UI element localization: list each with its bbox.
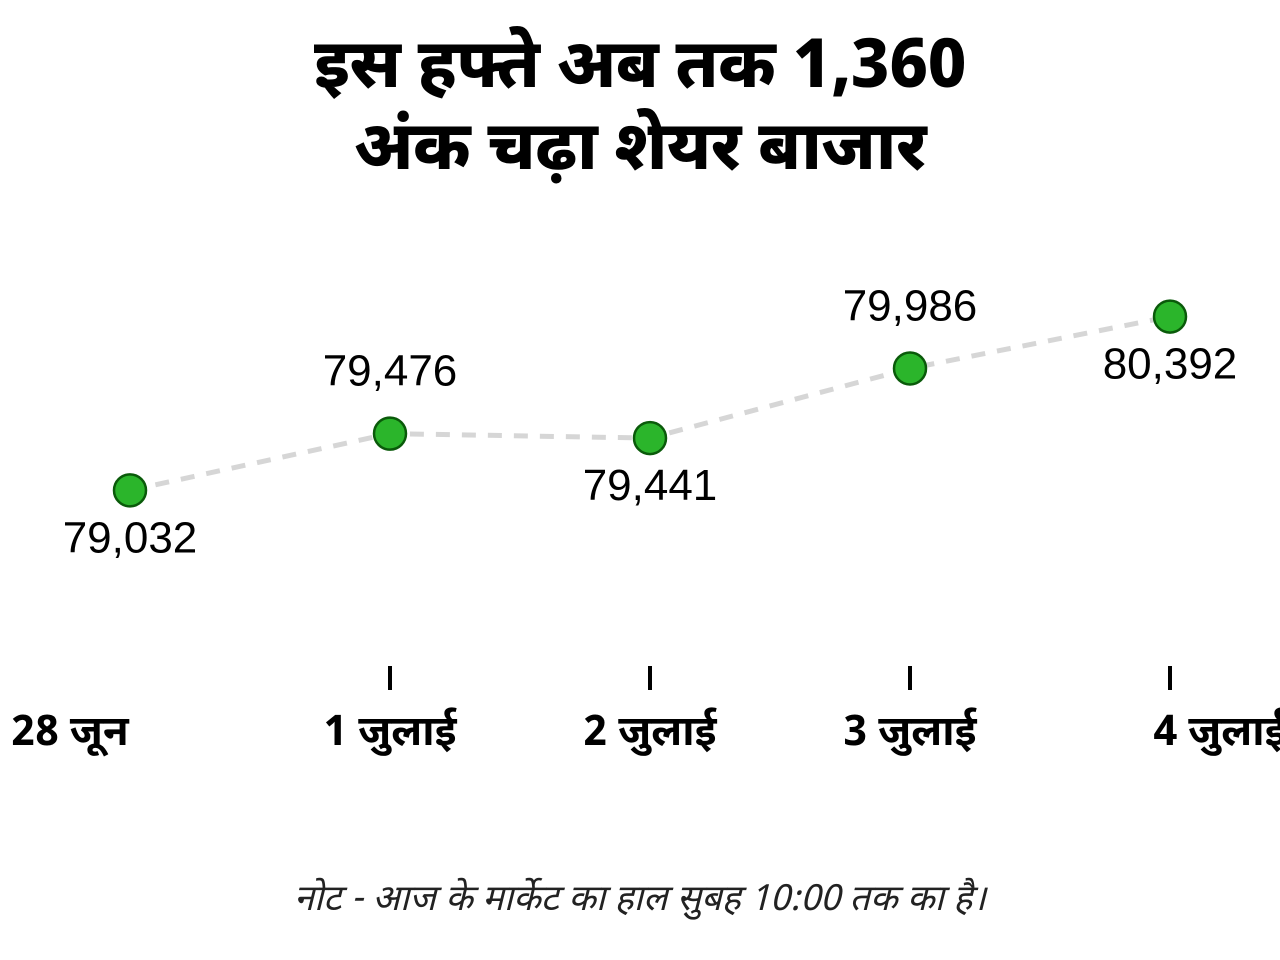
chart-footnote: नोट - आज के मार्केट का हाल सुबह 10:00 तक… <box>0 878 1280 925</box>
value-label: 80,392 <box>1103 340 1238 389</box>
value-label: 79,476 <box>323 347 458 396</box>
value-label: 79,986 <box>843 281 978 330</box>
x-axis-label: 4 जुलाई <box>1154 707 1280 763</box>
infographic-container: इस हफ्ते अब तक 1,360 अंक चढ़ा शेयर बाजार… <box>0 0 1280 960</box>
x-axis-label: 3 जुलाई <box>844 707 978 763</box>
data-point <box>894 352 926 384</box>
chart-svg: 79,03228 जून79,4761 जुलाई79,4412 जुलाई79… <box>60 260 1220 860</box>
title-line-1: इस हफ्ते अब तक 1,360 <box>314 26 966 115</box>
data-point <box>374 418 406 450</box>
x-axis-label: 28 जून <box>11 708 130 763</box>
x-axis-label: 2 जुलाई <box>584 707 718 763</box>
value-label: 79,032 <box>63 513 198 562</box>
data-point <box>1154 301 1186 333</box>
title-line-2: अंक चढ़ा शेयर बाजार <box>354 108 926 197</box>
data-point <box>114 474 146 506</box>
line-chart: 79,03228 जून79,4761 जुलाई79,4412 जुलाई79… <box>60 260 1220 760</box>
value-label: 79,441 <box>583 461 718 510</box>
x-axis-label: 1 जुलाई <box>324 707 458 763</box>
chart-title: इस हफ्ते अब तक 1,360 अंक चढ़ा शेयर बाजार <box>0 30 1280 193</box>
data-point <box>634 422 666 454</box>
